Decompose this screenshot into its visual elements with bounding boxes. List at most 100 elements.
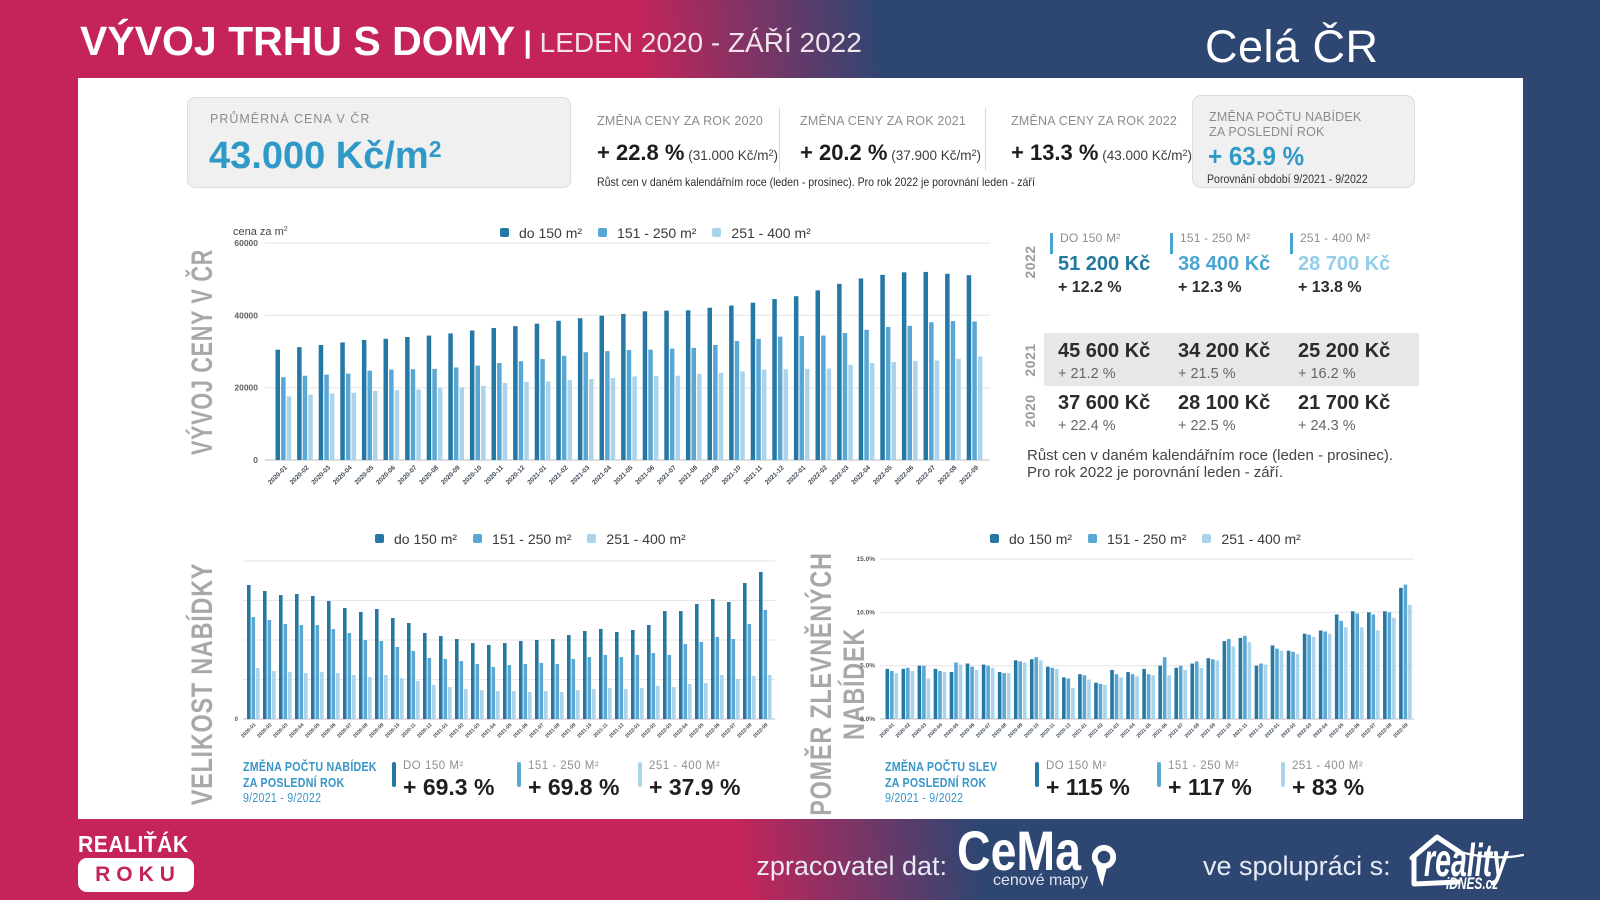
svg-text:2021-04: 2021-04 (480, 722, 497, 739)
svg-text:2021-05: 2021-05 (613, 464, 635, 486)
svg-text:2022-08: 2022-08 (937, 464, 959, 486)
svg-text:2020-11: 2020-11 (483, 464, 505, 486)
svg-text:2020-03: 2020-03 (310, 464, 332, 486)
svg-text:2021-05: 2021-05 (1135, 722, 1152, 739)
svg-text:2020-01: 2020-01 (267, 464, 289, 486)
svg-text:2022-01: 2022-01 (785, 464, 807, 486)
svg-text:2021-08: 2021-08 (544, 722, 561, 739)
svg-text:2021-03: 2021-03 (464, 722, 481, 739)
svg-text:2022-03: 2022-03 (656, 722, 673, 739)
svg-text:2020-01: 2020-01 (240, 722, 257, 739)
svg-text:2022-06: 2022-06 (1344, 722, 1361, 739)
svg-text:2021-08: 2021-08 (677, 464, 699, 486)
svg-text:2021-10: 2021-10 (576, 722, 593, 739)
svg-text:2020-02: 2020-02 (289, 464, 311, 486)
svg-text:2020-07: 2020-07 (397, 464, 419, 486)
svg-text:2022-02: 2022-02 (640, 722, 657, 739)
svg-text:2021-11: 2021-11 (1232, 722, 1249, 739)
svg-text:reality: reality (1424, 835, 1509, 887)
svg-text:2021-01: 2021-01 (432, 722, 449, 739)
svg-text:2021-12: 2021-12 (764, 464, 786, 486)
svg-text:2022-07: 2022-07 (915, 464, 937, 486)
svg-text:2021-10: 2021-10 (721, 464, 743, 486)
svg-text:2021-09: 2021-09 (1200, 722, 1217, 739)
svg-text:2021-12: 2021-12 (1248, 722, 1265, 739)
svg-text:2021-06: 2021-06 (634, 464, 656, 486)
svg-text:2021-11: 2021-11 (592, 722, 609, 739)
svg-text:2020-04: 2020-04 (288, 722, 305, 739)
svg-text:2020-06: 2020-06 (959, 722, 976, 739)
svg-text:2020-12: 2020-12 (1055, 722, 1072, 739)
svg-text:2021-12: 2021-12 (608, 722, 625, 739)
svg-text:2022-03: 2022-03 (829, 464, 851, 486)
svg-text:2020-08: 2020-08 (418, 464, 440, 486)
svg-text:2020-12: 2020-12 (505, 464, 527, 486)
svg-text:2020-08: 2020-08 (352, 722, 369, 739)
svg-text:2020-09: 2020-09 (1007, 722, 1024, 739)
svg-text:10.0%: 10.0% (857, 609, 876, 616)
svg-text:2021-09: 2021-09 (699, 464, 721, 486)
svg-text:2020-07: 2020-07 (336, 722, 353, 739)
svg-text:2022-09: 2022-09 (958, 464, 980, 486)
svg-text:2022-04: 2022-04 (1312, 722, 1329, 739)
svg-text:2020-01: 2020-01 (879, 722, 896, 739)
svg-text:2022-04: 2022-04 (850, 464, 872, 486)
svg-text:2020-05: 2020-05 (304, 722, 321, 739)
svg-text:2022-02: 2022-02 (807, 464, 829, 486)
svg-text:2020-10: 2020-10 (1023, 722, 1040, 739)
svg-text:0: 0 (235, 717, 239, 723)
svg-text:40000: 40000 (234, 310, 258, 320)
svg-text:15.0%: 15.0% (857, 556, 876, 563)
svg-text:2022-02: 2022-02 (1280, 722, 1297, 739)
svg-text:2020-04: 2020-04 (927, 722, 944, 739)
svg-text:2022-05: 2022-05 (688, 722, 705, 739)
svg-text:2020-09: 2020-09 (440, 464, 462, 486)
svg-text:2021-07: 2021-07 (1168, 722, 1185, 739)
svg-text:2022-08: 2022-08 (736, 722, 753, 739)
svg-text:2020-10: 2020-10 (461, 464, 483, 486)
svg-text:2020-08: 2020-08 (991, 722, 1008, 739)
svg-text:2020-11: 2020-11 (1039, 722, 1056, 739)
svg-text:2021-07: 2021-07 (528, 722, 545, 739)
svg-text:2021-04: 2021-04 (591, 464, 613, 486)
svg-text:2021-05: 2021-05 (496, 722, 513, 739)
svg-text:2020-03: 2020-03 (911, 722, 928, 739)
svg-text:iDNES.cz: iDNES.cz (1446, 875, 1499, 894)
svg-text:2020-04: 2020-04 (332, 464, 354, 486)
svg-text:2021-03: 2021-03 (569, 464, 591, 486)
svg-text:20000: 20000 (234, 383, 258, 393)
svg-text:2021-02: 2021-02 (448, 722, 465, 739)
svg-text:2020-05: 2020-05 (353, 464, 375, 486)
svg-text:2020-05: 2020-05 (943, 722, 960, 739)
svg-text:2020-12: 2020-12 (416, 722, 433, 739)
svg-text:2021-01: 2021-01 (526, 464, 548, 486)
svg-text:2022-06: 2022-06 (893, 464, 915, 486)
svg-text:2021-06: 2021-06 (1151, 722, 1168, 739)
svg-text:2022-08: 2022-08 (1376, 722, 1393, 739)
svg-text:2022-03: 2022-03 (1296, 722, 1313, 739)
svg-text:2020-11: 2020-11 (400, 722, 417, 739)
svg-text:2022-01: 2022-01 (624, 722, 641, 739)
svg-text:0: 0 (253, 455, 258, 465)
svg-text:2022-07: 2022-07 (1360, 722, 1377, 739)
svg-text:2020-09: 2020-09 (368, 722, 385, 739)
svg-text:2020-03: 2020-03 (272, 722, 289, 739)
svg-text:2022-07: 2022-07 (720, 722, 737, 739)
svg-text:2021-01: 2021-01 (1071, 722, 1088, 739)
svg-text:60000: 60000 (234, 238, 258, 248)
svg-text:2021-04: 2021-04 (1119, 722, 1136, 739)
svg-text:2021-02: 2021-02 (1087, 722, 1104, 739)
svg-text:2022-05: 2022-05 (1328, 722, 1345, 739)
svg-text:2020-02: 2020-02 (256, 722, 273, 739)
svg-text:2022-06: 2022-06 (704, 722, 721, 739)
svg-text:2020-07: 2020-07 (975, 722, 992, 739)
svg-text:2022-04: 2022-04 (672, 722, 689, 739)
svg-text:2021-11: 2021-11 (743, 464, 765, 486)
svg-text:2021-07: 2021-07 (656, 464, 678, 486)
svg-text:2020-06: 2020-06 (375, 464, 397, 486)
svg-text:2021-10: 2021-10 (1216, 722, 1233, 739)
svg-text:2021-02: 2021-02 (548, 464, 570, 486)
svg-text:2021-06: 2021-06 (512, 722, 529, 739)
svg-text:2020-02: 2020-02 (895, 722, 912, 739)
svg-text:5.0%: 5.0% (860, 663, 875, 670)
